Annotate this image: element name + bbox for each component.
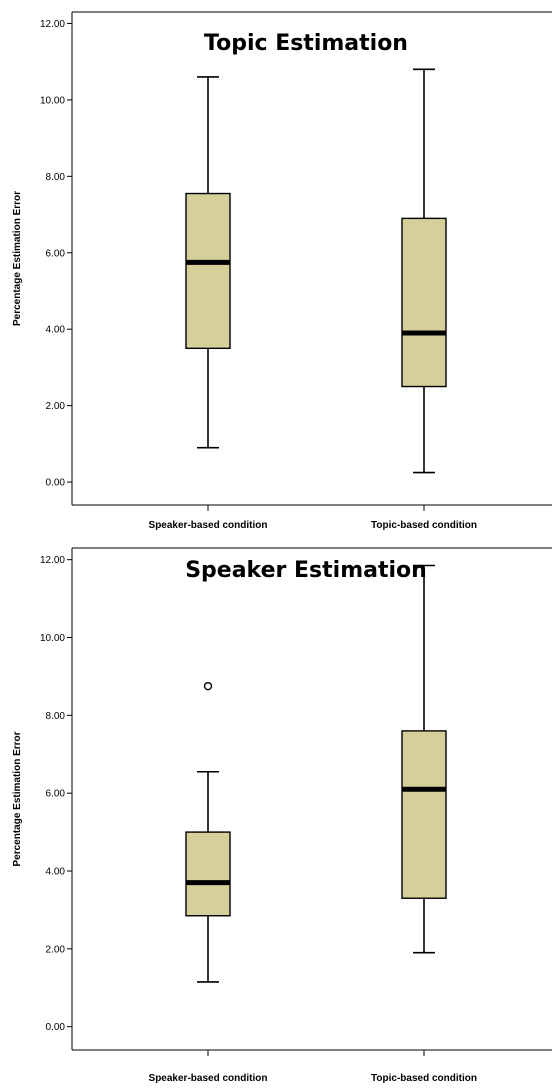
iqr-box xyxy=(185,192,231,350)
y-tick-label: 4.00 xyxy=(46,325,66,336)
chart-title: Speaker Estimation xyxy=(185,558,427,583)
y-axis-label: Percentage Estimation Error xyxy=(12,191,23,326)
x-category-label: Topic-based condition xyxy=(371,1073,477,1084)
y-tick-label: 10.00 xyxy=(40,95,65,106)
y-tick-label: 8.00 xyxy=(46,711,66,722)
box-group-2: Topic-based condition xyxy=(371,68,477,531)
y-tick-label: 2.00 xyxy=(46,401,66,412)
x-category-label: Speaker-based condition xyxy=(149,1073,268,1084)
chart-panel-2: 0.00 2.00 4.00 6.00 8.00 10.00 12.00 Percentage… xyxy=(12,547,552,1084)
iqr-box xyxy=(401,730,447,899)
y-tick-label: 10.00 xyxy=(40,633,65,644)
y-tick-label: 0.00 xyxy=(46,478,66,489)
y-tick-label: 12.00 xyxy=(40,19,65,30)
x-category-label: Topic-based condition xyxy=(371,520,477,531)
y-tick-label: 6.00 xyxy=(46,789,66,800)
y-tick-label: 4.00 xyxy=(46,866,66,877)
chart-panel-1: 0.00 2.00 4.00 6.00 8.00 10.00 12.00 Percentage… xyxy=(12,11,552,531)
box-group-1: Speaker-based condition xyxy=(149,76,268,531)
iqr-box xyxy=(401,217,447,388)
y-tick-label: 2.00 xyxy=(46,944,66,955)
y-tick-label: 12.00 xyxy=(40,555,65,566)
box-group-2: Topic-based condition xyxy=(371,564,477,1084)
y-tick-label: 0.00 xyxy=(46,1022,66,1033)
box-group-1: Speaker-based condition xyxy=(149,681,268,1084)
outlier-point xyxy=(203,681,213,691)
x-category-label: Speaker-based condition xyxy=(149,520,268,531)
chart-title: Topic Estimation xyxy=(204,31,408,56)
y-tick-label: 8.00 xyxy=(46,172,66,183)
y-axis-label: Percentage Estimation Error xyxy=(12,731,23,866)
iqr-box xyxy=(185,831,231,917)
y-tick-label: 6.00 xyxy=(46,248,66,259)
